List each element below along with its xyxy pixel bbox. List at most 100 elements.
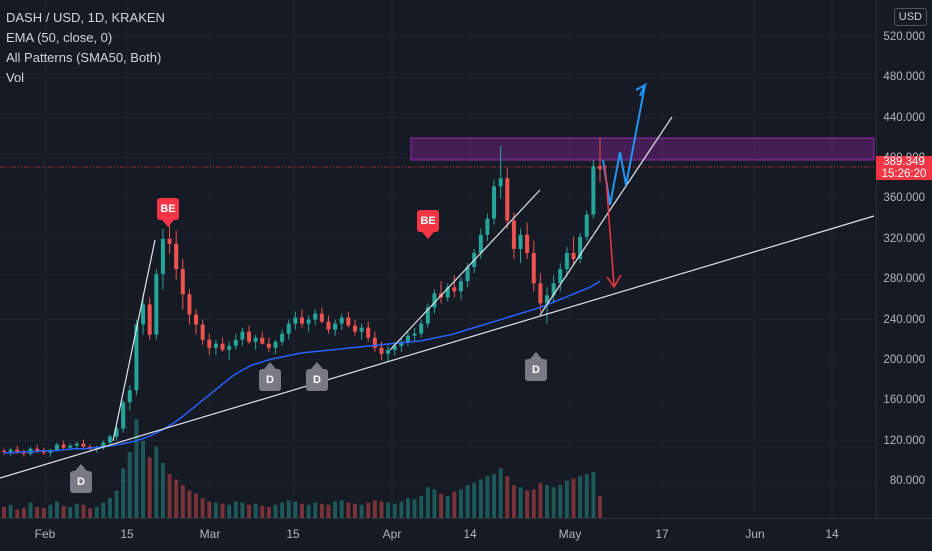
volume-bar [127, 452, 132, 518]
candle [174, 243, 179, 270]
candle [313, 313, 318, 320]
indicator-all-patterns[interactable]: All Patterns (SMA50, Both) [6, 50, 162, 65]
candle [227, 345, 232, 350]
candle [293, 317, 298, 324]
candle [127, 390, 132, 403]
volume-bar [465, 485, 470, 518]
volume-bar [81, 504, 86, 518]
volume-bar [458, 489, 463, 518]
volume-bar [200, 498, 205, 518]
volume-bar [419, 496, 424, 518]
candle [359, 327, 364, 332]
resistance-zone [410, 137, 875, 161]
candle [81, 443, 86, 447]
candle [21, 452, 26, 454]
candle [571, 252, 576, 259]
price-tick: 160.000 [883, 394, 925, 407]
bullish-projection [602, 84, 646, 206]
volume-bar [61, 505, 66, 518]
candle [545, 295, 550, 304]
indicator-volume[interactable]: Vol [6, 70, 25, 85]
volume-bar [174, 479, 179, 518]
candle [432, 293, 437, 308]
candle [419, 323, 424, 334]
doji-badge[interactable]: D [70, 457, 92, 495]
volume-bar [180, 485, 185, 518]
price-tick: 280.000 [883, 273, 925, 286]
chart-area[interactable] [0, 0, 876, 518]
volume-bar [286, 500, 291, 518]
price-tick: 360.000 [883, 192, 925, 205]
price-axis[interactable]: USD 520.000480.000440.000400.000360.0003… [876, 0, 932, 518]
volume-bar [598, 496, 602, 518]
candle [180, 269, 185, 295]
volume-bar [551, 487, 556, 518]
volume-bar [35, 507, 40, 518]
candle [41, 450, 46, 453]
candle [154, 274, 159, 335]
symbol-title[interactable]: DASH / USD, 1D, KRAKEN [6, 10, 165, 25]
volume-bar [15, 509, 20, 518]
candle [280, 333, 285, 342]
candle [492, 186, 497, 219]
volume-bar [160, 463, 165, 518]
volume-bar [505, 476, 510, 518]
candle [333, 323, 338, 330]
candle [578, 236, 583, 259]
currency-button[interactable]: USD [893, 8, 927, 26]
candle [260, 337, 265, 344]
candle [121, 402, 126, 429]
candle [273, 341, 278, 348]
doji-badge[interactable]: D [306, 355, 328, 393]
volume-bar [227, 504, 232, 518]
bullish-arrowhead [635, 82, 648, 97]
doji-badge[interactable]: D [259, 355, 281, 393]
volume-bar [313, 502, 318, 518]
candle [107, 436, 112, 443]
time-tick: May [558, 527, 582, 541]
time-axis[interactable]: Feb 15 Mar 15 Apr 14 May 17 Jun 14 [0, 518, 932, 551]
volume-bar [392, 503, 397, 518]
candle [8, 449, 13, 452]
candle [35, 448, 40, 451]
bearish-engulfing-badge[interactable]: BE [157, 198, 179, 236]
time-tick: 17 [655, 527, 669, 541]
candle [584, 214, 589, 237]
price-tick: 320.000 [883, 232, 925, 245]
volume-bar [8, 504, 13, 518]
time-tick: 14 [825, 527, 839, 541]
candle [200, 324, 205, 340]
volume-bar [405, 498, 410, 518]
volume-bar [326, 504, 331, 518]
candle [412, 333, 417, 336]
volume-bar [260, 505, 265, 518]
trendline-apr [389, 189, 541, 351]
volume-bar [253, 503, 258, 518]
time-tick: 15 [120, 527, 134, 541]
volume-bar [293, 501, 298, 518]
price-chart[interactable] [0, 0, 876, 518]
candle [505, 178, 510, 221]
volume-bar [372, 500, 377, 518]
bearish-engulfing-badge[interactable]: BE [417, 210, 439, 248]
candle [498, 178, 503, 187]
candle [465, 267, 470, 282]
volume-bar [412, 499, 417, 518]
candle [386, 349, 391, 354]
bar-countdown: 15:26:20 [881, 168, 927, 180]
candle [551, 283, 556, 296]
volume-bar [511, 485, 516, 518]
volume-bar [452, 491, 457, 518]
indicator-ema[interactable]: EMA (50, close, 0) [6, 30, 113, 45]
doji-badge[interactable]: D [525, 345, 547, 383]
candle [478, 234, 483, 253]
volume-bar [273, 504, 278, 518]
current-price-label: 389.349 15:26:20 [876, 156, 932, 180]
candle [187, 294, 192, 315]
candle [147, 304, 152, 335]
volume-bar [386, 502, 391, 518]
volume-bar [399, 501, 404, 518]
candle [15, 449, 20, 453]
volume-bar [121, 468, 126, 518]
candle [101, 442, 106, 448]
